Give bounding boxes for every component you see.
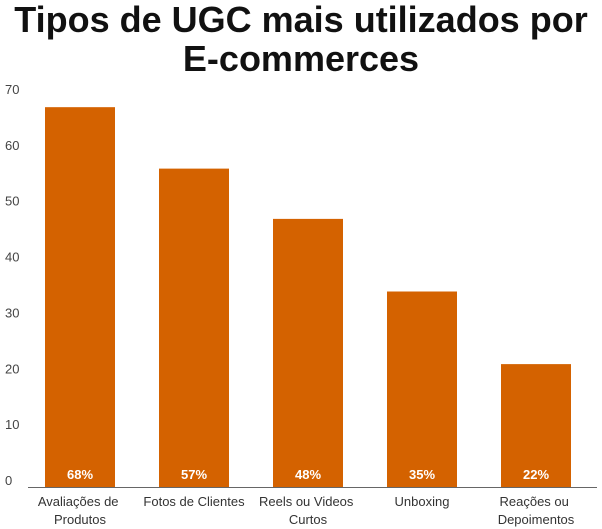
- x-tick-label: Reels ou Videos Curtos: [259, 494, 357, 527]
- x-tick-label: Avaliações de Produtos: [38, 494, 122, 527]
- x-axis: Avaliações de Produtos Fotos de Clientes R…: [28, 487, 597, 527]
- y-tick-label: 70: [5, 82, 19, 97]
- data-label: 68%: [67, 467, 93, 482]
- y-tick-label: 40: [5, 250, 19, 265]
- bar: [501, 364, 571, 487]
- data-label: 22%: [523, 467, 549, 482]
- x-tick-label: Unboxing: [395, 494, 450, 509]
- bars: [45, 107, 571, 488]
- y-tick-label: 0: [5, 473, 12, 488]
- y-tick-label: 20: [5, 361, 19, 376]
- y-tick-label: 50: [5, 194, 19, 209]
- y-axis: 0 10 20 30 40 50 60 70: [5, 82, 19, 488]
- y-tick-label: 30: [5, 305, 19, 320]
- x-tick-label: Reações ou Depoimentos: [498, 494, 575, 527]
- y-tick-label: 60: [5, 138, 19, 153]
- data-labels: 68% 57% 48% 35% 22%: [67, 467, 549, 482]
- bar: [159, 168, 229, 487]
- y-tick-label: 10: [5, 417, 19, 432]
- data-label: 57%: [181, 467, 207, 482]
- data-label: 35%: [409, 467, 435, 482]
- x-tick-label: Fotos de Clientes: [143, 494, 245, 509]
- bar: [387, 291, 457, 487]
- data-label: 48%: [295, 467, 321, 482]
- chart-title: Tipos de UGC mais utilizados por E-comme…: [14, 0, 588, 79]
- bar: [273, 218, 343, 487]
- bar: [45, 107, 115, 488]
